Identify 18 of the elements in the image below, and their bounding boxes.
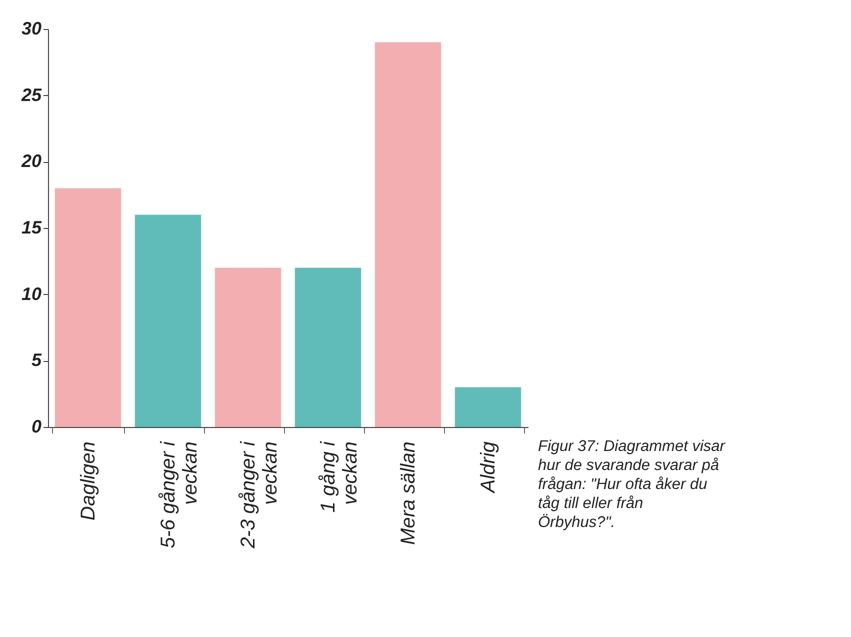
bar [214, 268, 282, 427]
x-tick-label: Aldrig [478, 442, 500, 494]
x-tick-label: 5-6 gånger i veckan [158, 440, 202, 548]
y-tick-label: 5 [31, 350, 42, 370]
bar [454, 387, 522, 427]
bar [374, 42, 442, 427]
y-tick-label: 10 [21, 284, 42, 304]
x-tick-label: Mera sällan [398, 442, 420, 545]
y-tick-label: 0 [31, 416, 42, 436]
y-tick-label: 15 [21, 218, 42, 238]
bar [134, 214, 202, 427]
y-tick-label: 25 [20, 84, 42, 105]
y-tick-label: 20 [20, 151, 42, 172]
bar [294, 268, 362, 427]
bar [54, 188, 122, 427]
x-tick-label: Dagligen [78, 442, 100, 520]
y-tick-label: 30 [21, 18, 42, 38]
text: Figur 37: Diagrammet visar hur de svarande svarar på frågan: "Hur ofta åker du tåg till eller från Örbyhus?". [538, 438, 726, 531]
